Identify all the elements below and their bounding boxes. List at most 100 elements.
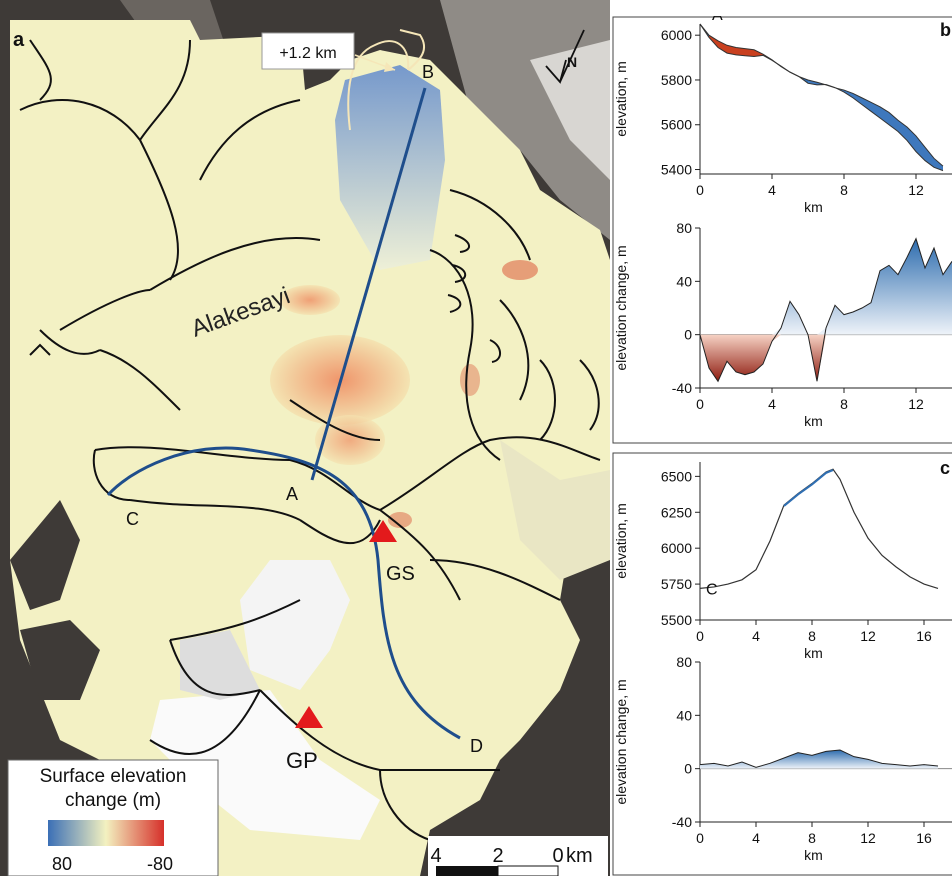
y-axis-label: elevation change, m [613,245,629,370]
profile-difference-segment [916,135,925,161]
panel-label: c [940,458,950,478]
legend-title-line2: change (m) [65,790,161,811]
point-label-d: D [470,736,483,756]
profile-difference-segment [736,47,745,56]
profile-difference-segment [889,112,898,132]
station-label-gp: GP [286,748,318,773]
x-tick-label: 8 [840,396,848,412]
x-tick-label: 0 [696,182,704,198]
advance-label-box [261,32,355,70]
profile-line [699,468,939,589]
profile-difference-segment [754,49,763,57]
x-axis-label: km [804,413,823,429]
y-tick-label: 6000 [661,540,692,556]
x-tick-label: 0 [696,628,704,644]
y-tick-label: 6000 [661,27,692,43]
x-tick-label: 4 [752,628,760,644]
y-tick-label: -40 [672,814,692,830]
x-tick-label: 12 [908,396,924,412]
x-tick-label: 12 [908,182,924,198]
y-tick-label: 6500 [661,468,692,484]
x-tick-label: 12 [860,830,876,846]
profile-difference-segment [934,158,943,171]
point-label-c: C [126,509,139,529]
y-tick-label: 6250 [661,504,692,520]
y-tick-label: 0 [684,327,692,343]
profile-line-recent [699,23,944,167]
x-tick-label: 4 [752,830,760,846]
profile-start-label: C [706,581,718,598]
chart-c-elevation: 5500 5750 6000 6250 6500 0 4 8 12 16 km elevation, … [613,458,952,661]
y-tick-label: 5800 [661,72,692,88]
y-tick-label: 5600 [661,117,692,133]
profile-difference-segment [853,93,862,105]
y-tick-label: 0 [684,761,692,777]
y-axis-label: elevation change, m [613,679,629,804]
change-line [699,749,939,768]
profile-difference-segment [871,102,880,119]
x-tick-label: 16 [916,830,932,846]
y-tick-label: 5750 [661,576,692,592]
y-tick-label: 40 [676,707,692,723]
x-tick-label: 4 [768,396,776,412]
x-tick-label: 0 [696,396,704,412]
y-tick-label: 80 [676,654,692,670]
x-tick-label: 12 [860,628,876,644]
profile-difference-segment [898,120,907,141]
north-label: N [567,54,577,70]
profile-difference-segment [718,40,727,54]
point-label-b: B [422,62,434,82]
snow-ridge [530,40,610,180]
negative-change-area [700,334,952,382]
legend: Surface elevation change (m) 80 -80 [7,759,219,876]
y-tick-label: -40 [672,380,692,396]
x-tick-label: 0 [696,830,704,846]
profile-difference-segment [907,126,916,152]
profile-difference-segment [745,48,754,57]
no-data-area [150,690,380,840]
profile-line-cd [106,446,461,740]
panel-c-frame [612,452,952,876]
x-tick-label: 8 [808,628,816,644]
profile-chart-c: 5500 5750 6000 6250 6500 0 4 8 12 16 km elevation, … [612,452,952,876]
station-label-gs: GS [386,563,415,585]
profile-difference-segment [925,147,934,168]
y-tick-label: 5500 [661,612,692,628]
legend-colorbar [48,820,164,846]
advance-label: +1.2 km [279,45,336,62]
panel-label: b [940,20,951,40]
profile-line-ab [310,87,427,481]
y-tick-label: 80 [676,220,692,236]
panel-label-a: a [13,29,25,51]
panel-b-frame [612,16,952,444]
scalebar-label-4: 4 [430,845,441,867]
scalebar-unit: km [566,845,593,867]
point-label-a: A [286,484,298,504]
x-axis-label: km [804,199,823,215]
legend-min-label: 80 [52,854,72,874]
north-arrow [545,29,585,84]
scalebar-label-0: 0 [552,845,563,867]
glacier-outlines [19,39,601,841]
positive-change-area [700,750,938,769]
elevation-change-map: N a Alakesayi +1.2 km B A C D GS GP Surf… [0,0,610,876]
no-data-area [240,560,350,690]
station-gs-marker [369,520,397,542]
profile-start-label: A [712,16,723,24]
profile-thickening-segment [783,469,834,507]
y-tick-label: 40 [676,273,692,289]
x-tick-label: 16 [916,628,932,644]
x-tick-label: 4 [768,182,776,198]
x-tick-label: 8 [840,182,848,198]
advance-outline [347,40,410,131]
change-line [699,237,952,383]
legend-title-line1: Surface elevation [40,766,187,787]
scalebar: 4 2 0 km [428,836,608,876]
profile-line-earlier [699,23,944,172]
glacier-surface [10,20,610,876]
y-axis-label: elevation, m [613,61,629,136]
